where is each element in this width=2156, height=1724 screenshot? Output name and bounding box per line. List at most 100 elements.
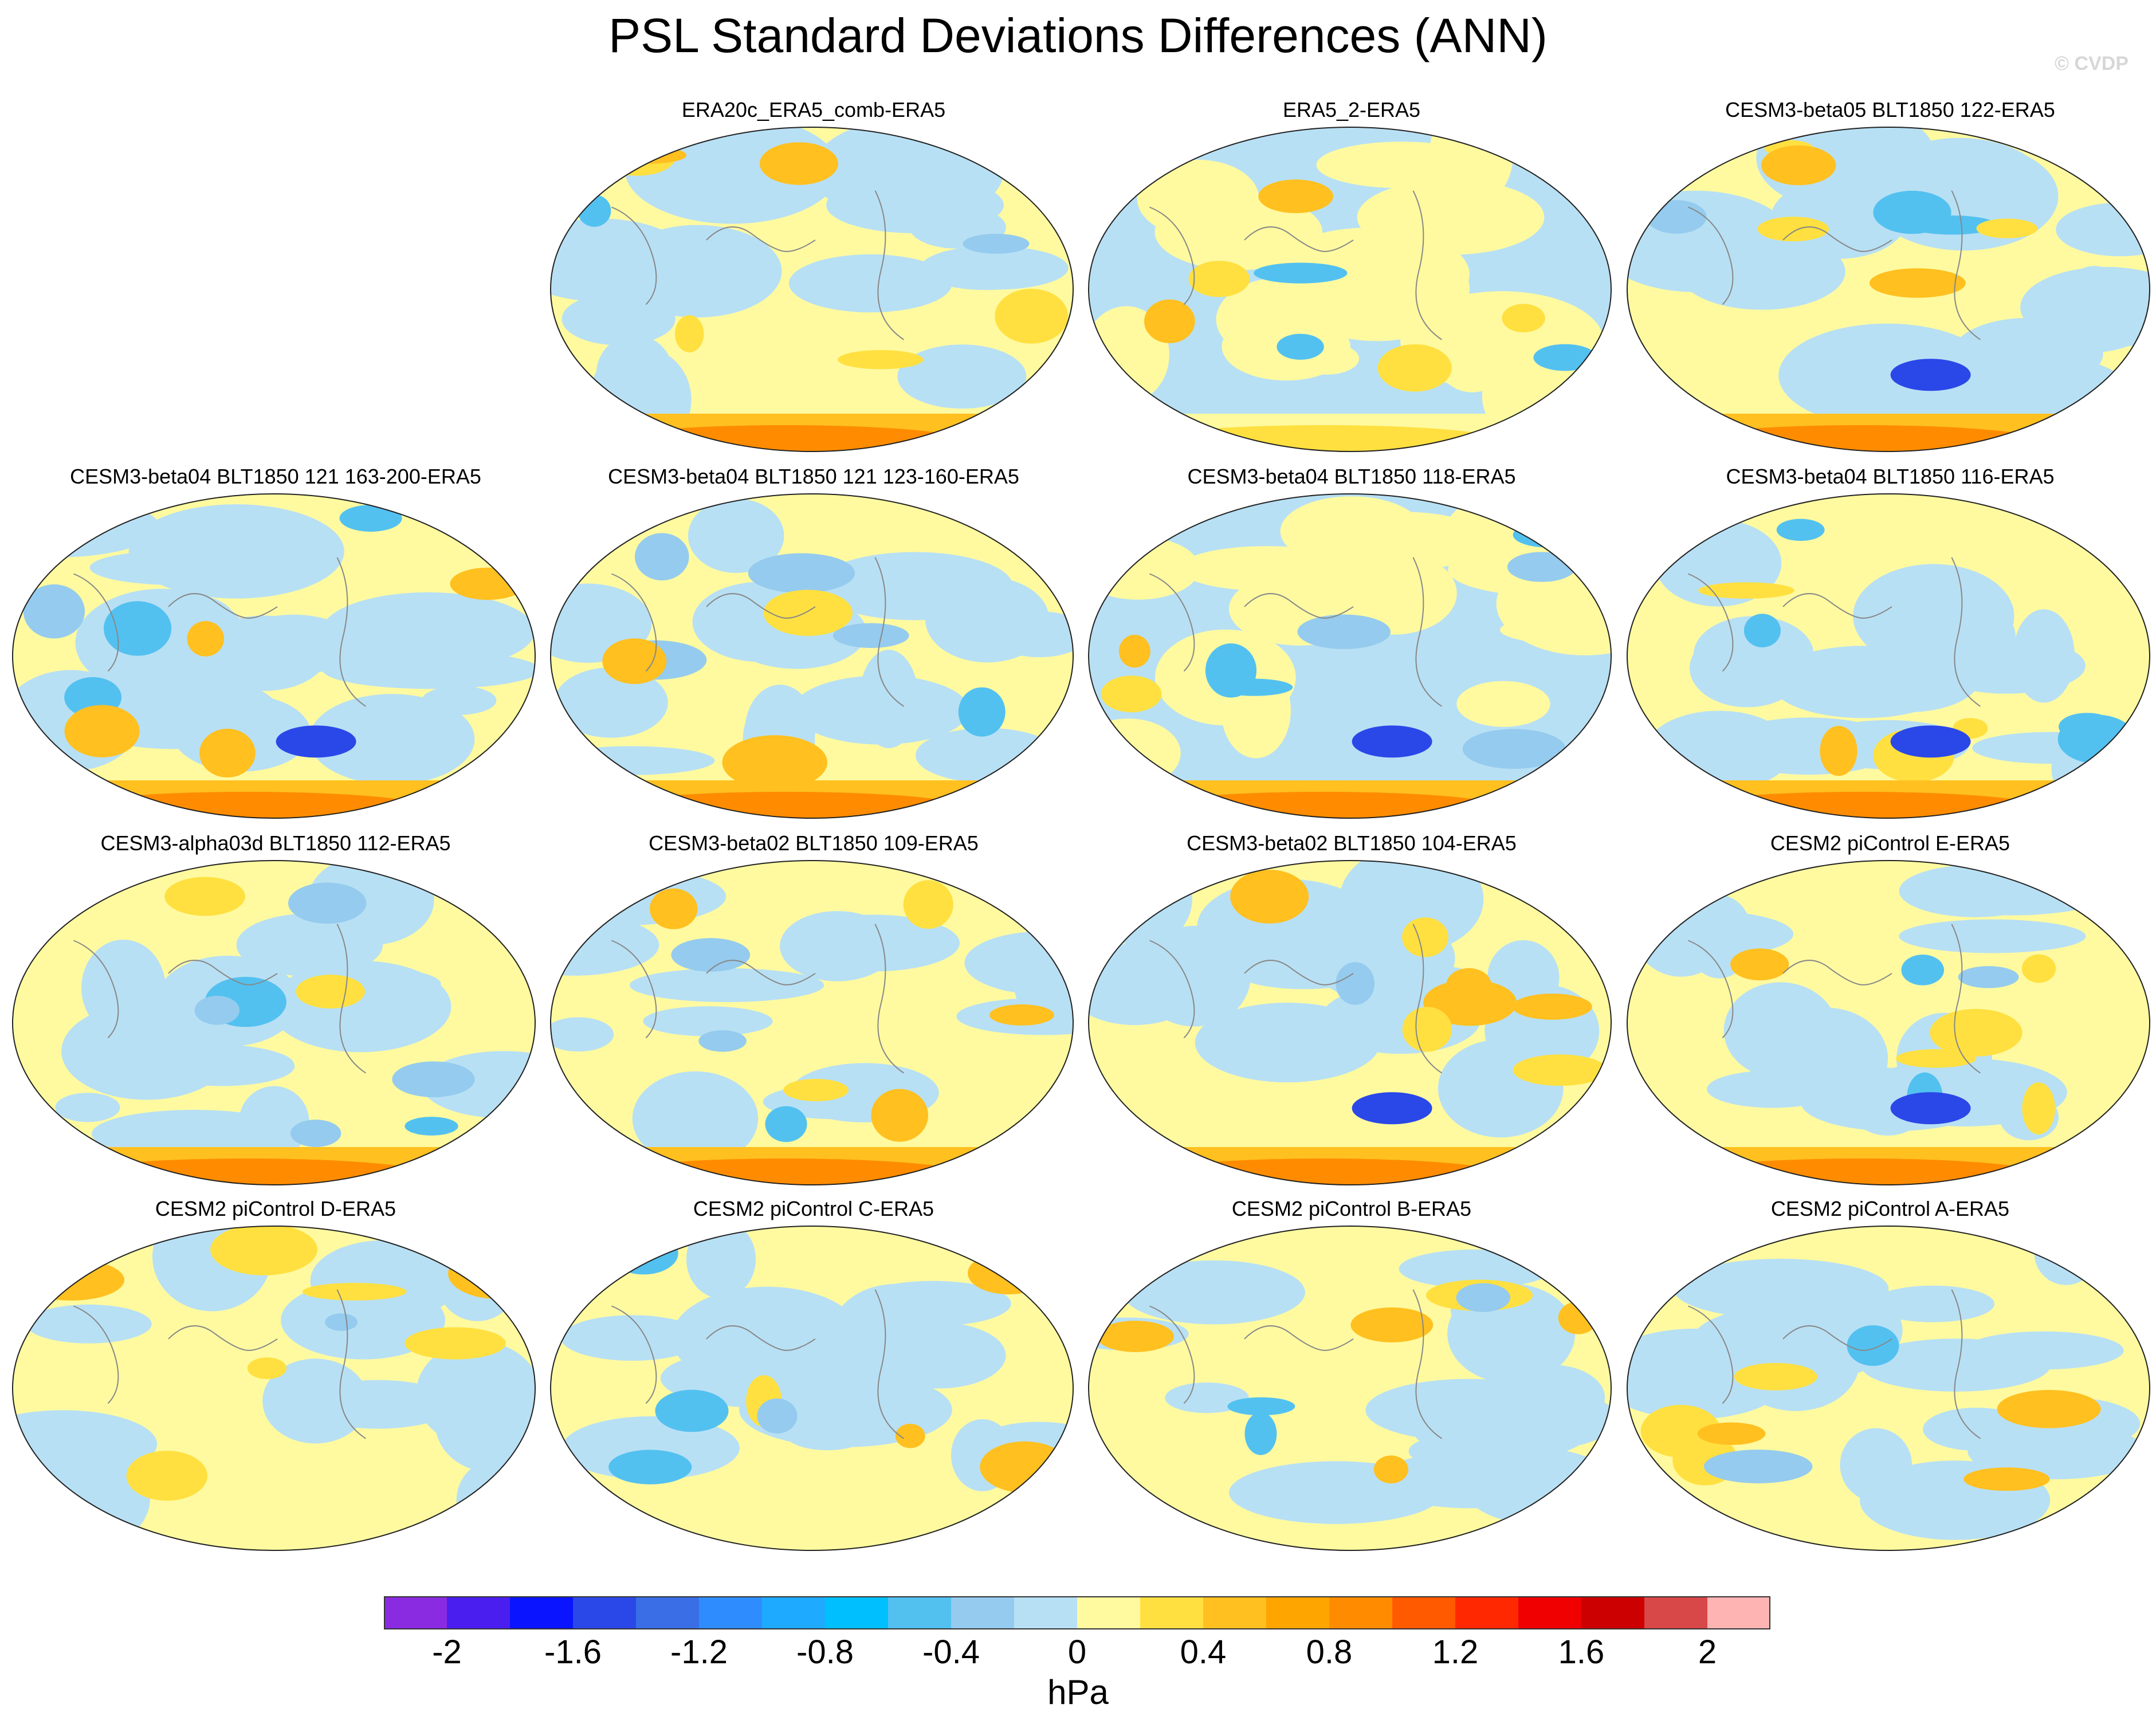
panel-title: CESM2 piControl B-ERA5	[1231, 1197, 1472, 1220]
colorbar-swatch	[1455, 1596, 1519, 1629]
panel-title: CESM3-beta04 BLT1850 118-ERA5	[1187, 465, 1516, 488]
panel-title: ERA20c_ERA5_comb-ERA5	[681, 98, 946, 121]
anomaly-region	[643, 1006, 773, 1036]
panel-title: CESM3-beta02 BLT1850 109-ERA5	[649, 831, 979, 855]
anomaly-region	[1770, 646, 1957, 718]
colorbar-swatch	[1203, 1596, 1267, 1629]
map-outline	[550, 860, 1074, 1185]
anomaly-region	[1693, 616, 1814, 693]
map-panel: CESM2 piControl C-ERA5	[548, 1196, 1079, 1563]
anomaly-region	[1230, 869, 1309, 924]
colorbar-tick-label: 2	[1698, 1633, 1717, 1671]
map-panel: CESM3-alpha03d BLT1850 112-ERA5	[10, 831, 541, 1197]
anomaly-region	[1277, 333, 1324, 360]
coastline	[1688, 190, 1981, 340]
panel-title: ERA5_2-ERA5	[1282, 98, 1421, 121]
anomaly-region	[1402, 1007, 1452, 1052]
anomaly-region	[23, 584, 85, 639]
colorbar-swatch	[573, 1596, 637, 1629]
anomaly-region	[164, 877, 245, 916]
map-svg	[1627, 493, 2150, 819]
anomaly-region	[1357, 179, 1545, 255]
anomaly-region	[989, 611, 1073, 658]
anomaly-region	[1890, 359, 1971, 391]
anomaly-region	[1840, 1428, 1912, 1502]
anomaly-region	[262, 1358, 368, 1444]
anomaly-region	[1144, 299, 1195, 344]
anomaly-region	[1873, 190, 1951, 234]
anomaly-region	[551, 746, 715, 775]
colorbar-swatch	[1077, 1596, 1141, 1629]
anomaly-region	[1512, 993, 1592, 1020]
anomaly-region	[405, 1327, 506, 1360]
anomaly-region	[450, 567, 525, 600]
colorbar-tick-label: 0	[1067, 1633, 1087, 1671]
colorbar-swatch	[1329, 1596, 1393, 1629]
coastline	[1149, 1289, 1442, 1439]
anomaly-region	[1678, 233, 1845, 310]
anomaly-region	[247, 1357, 287, 1380]
colorbar-swatch	[1014, 1596, 1078, 1629]
anomaly-region	[1137, 159, 1259, 238]
anomaly-region	[634, 533, 689, 581]
colorbar-swatch	[1581, 1596, 1645, 1629]
map-panel: CESM3-beta05 BLT1850 122-ERA5	[1625, 97, 2155, 464]
anomaly-region	[688, 498, 784, 574]
colorbar-tick-label: -2	[432, 1633, 462, 1671]
colorbar-swatch	[1392, 1596, 1456, 1629]
map-panel: CESM3-beta04 BLT1850 121 163-200-ERA5	[10, 464, 541, 831]
anomaly-region	[1757, 217, 1829, 242]
anomaly-region	[1871, 1285, 1995, 1322]
anomaly-region	[561, 292, 676, 345]
colorbar-swatch	[1644, 1596, 1708, 1629]
anomaly-region	[26, 1304, 152, 1344]
anomaly-region	[871, 1322, 1006, 1389]
colorbar-tick-label: -1.6	[544, 1633, 602, 1671]
map-svg	[12, 493, 536, 819]
map-svg	[1627, 127, 2150, 452]
anomaly-region	[748, 553, 855, 594]
colorbar-tick-label: 1.2	[1432, 1633, 1479, 1671]
panel-title: CESM3-beta02 BLT1850 104-ERA5	[1187, 831, 1517, 855]
colorbar-swatch	[1266, 1596, 1330, 1629]
anomaly-region	[1365, 1379, 1572, 1442]
anomaly-region	[187, 621, 225, 657]
map-panel: CESM3-beta04 BLT1850 118-ERA5	[1086, 464, 1617, 831]
anomaly-region	[1776, 519, 1825, 541]
anomaly-region	[2021, 954, 2056, 983]
coastline	[1149, 924, 1442, 1074]
anomaly-region	[2022, 1082, 2055, 1134]
colorbar-swatch	[699, 1596, 763, 1629]
colorbar-swatch	[825, 1596, 889, 1629]
map-panel: CESM2 piControl D-ERA5	[10, 1196, 541, 1563]
anomaly-region	[859, 650, 919, 748]
anomaly-region	[838, 349, 924, 370]
colorbar	[384, 1596, 1770, 1629]
anomaly-region	[1730, 948, 1789, 981]
anomaly-region	[780, 911, 896, 981]
anomaly-region	[1901, 955, 1945, 985]
colorbar-tick-label: 1.6	[1558, 1633, 1605, 1671]
coastline	[611, 557, 904, 707]
anomaly-region	[126, 1451, 208, 1501]
anomaly-region	[1463, 1448, 1611, 1525]
anomaly-region	[897, 344, 1027, 409]
anomaly-region	[1869, 268, 1966, 298]
colorbar-swatch	[951, 1596, 1015, 1629]
map-svg	[550, 127, 1074, 452]
anomaly-region	[199, 728, 256, 777]
colorbar-swatch	[636, 1596, 700, 1629]
anomaly-region	[1179, 546, 1354, 591]
anomaly-region	[1311, 512, 1491, 571]
coastline	[1688, 924, 1981, 1074]
map-panel: ERA5_2-ERA5	[1086, 97, 1617, 464]
watermark: © CVDP	[2055, 53, 2128, 74]
anomaly-region	[1350, 1307, 1434, 1342]
panel-title: CESM3-alpha03d BLT1850 112-ERA5	[100, 831, 451, 855]
anomaly-region	[554, 667, 668, 738]
anomaly-region	[302, 1283, 407, 1301]
anomaly-region	[1423, 979, 1517, 1026]
anomaly-region	[783, 1078, 849, 1102]
map-svg	[12, 1226, 536, 1551]
coastline	[1149, 190, 1442, 340]
